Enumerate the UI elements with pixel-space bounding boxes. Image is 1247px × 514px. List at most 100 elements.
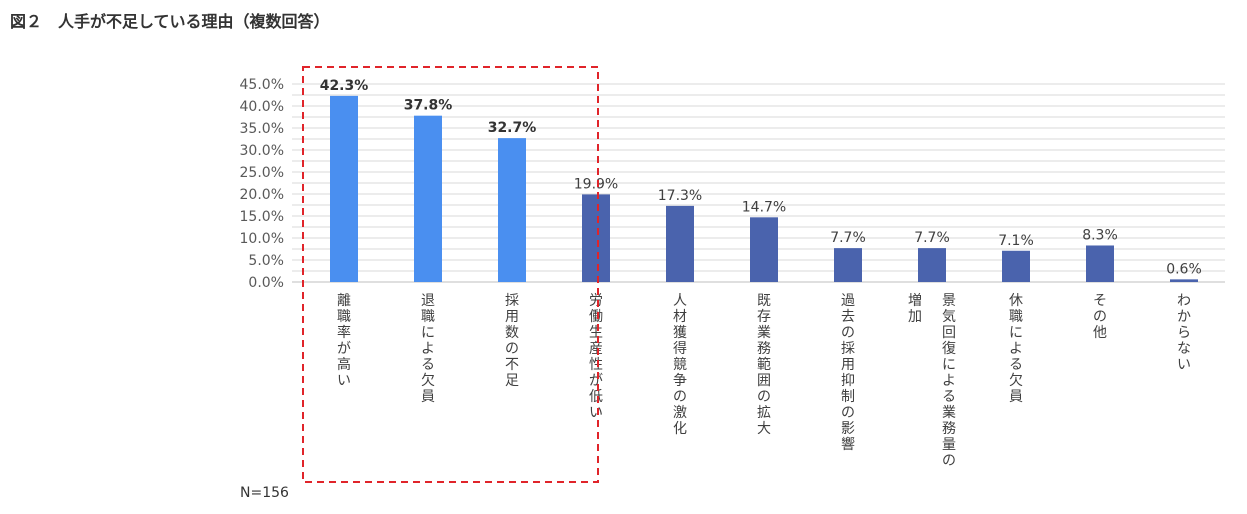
x-label-char: 欠: [1009, 373, 1023, 389]
x-label-char: に: [421, 325, 435, 341]
data-label: 14.7%: [742, 199, 786, 215]
x-label-char: わ: [1177, 293, 1191, 309]
x-label-char: の: [673, 389, 687, 405]
x-label-char: い: [337, 373, 351, 389]
x-category-label: その他: [1093, 293, 1107, 341]
x-label-char: る: [942, 389, 956, 405]
x-label-char: の: [757, 389, 771, 405]
x-label-char: 獲: [673, 325, 687, 341]
x-label-char: 欠: [421, 373, 435, 389]
x-label-char: 労: [589, 293, 603, 309]
x-label-char: 働: [589, 309, 603, 325]
x-label-char: な: [1177, 341, 1191, 357]
x-label-char: 拡: [757, 405, 771, 421]
x-label-char: 存: [757, 309, 771, 325]
x-label-char: よ: [421, 341, 435, 357]
y-tick-label: 40.0%: [240, 99, 284, 115]
x-label-char: 産: [589, 341, 603, 357]
data-label: 7.7%: [914, 230, 950, 246]
x-label-char: か: [1177, 309, 1191, 325]
x-label-char: の: [841, 325, 855, 341]
x-label-char: 抑: [841, 373, 855, 389]
x-label-char: 大: [757, 421, 771, 437]
x-label-char: 数: [505, 325, 519, 341]
x-label-char: 範: [757, 356, 771, 373]
x-label-char: 低: [589, 389, 603, 405]
x-label-char: 不: [505, 357, 519, 373]
x-label-char: 性: [589, 357, 603, 373]
x-label-char: る: [421, 357, 435, 373]
x-label-char: 職: [421, 309, 435, 325]
data-label: 17.3%: [658, 188, 702, 204]
x-label-char: 務: [757, 341, 771, 357]
y-tick-label: 20.0%: [240, 187, 284, 203]
x-label-char: 人: [673, 293, 687, 309]
x-label-char: 率: [337, 324, 351, 341]
y-tick-label: 35.0%: [240, 121, 284, 137]
x-label-char: 気: [942, 309, 956, 325]
bar-1: [330, 95, 358, 282]
bars: [330, 95, 1198, 283]
x-label-char: の: [505, 341, 519, 357]
data-label: 7.7%: [830, 230, 866, 246]
x-label-char: 用: [841, 357, 855, 373]
x-label-char: 職: [1009, 309, 1023, 325]
bar-3: [498, 138, 526, 282]
y-tick-label: 10.0%: [240, 231, 284, 247]
x-label-char: 争: [673, 373, 687, 389]
y-tick-label: 25.0%: [240, 165, 284, 181]
x-label-char: 激: [673, 404, 687, 421]
x-label-char: 採: [505, 293, 519, 309]
x-label-char: に: [942, 357, 956, 373]
x-label-char: 員: [1009, 389, 1023, 405]
y-axis-ticks: 0.0% 5.0% 10.0% 15.0% 20.0% 25.0% 30.0% 35.0% 40…: [240, 77, 284, 291]
bar-8: [918, 248, 946, 282]
x-label-char: が: [589, 373, 603, 389]
x-label-char: る: [1009, 357, 1023, 373]
bar-4: [582, 194, 610, 282]
x-label-char: い: [589, 405, 603, 421]
x-label-char: 高: [337, 356, 351, 373]
bar-2: [414, 115, 442, 283]
x-label-char: 職: [337, 309, 351, 325]
bar-7: [834, 248, 862, 282]
x-label-char: 員: [421, 389, 435, 405]
bar-11: [1170, 279, 1198, 282]
x-label-char: そ: [1093, 293, 1107, 309]
x-label-char: 復: [942, 340, 956, 357]
bar-5: [666, 205, 694, 282]
x-label-char: 制: [841, 389, 855, 405]
x-label-char: 足: [505, 373, 519, 389]
x-label-char: 増: [908, 293, 922, 309]
x-label-char: 化: [673, 421, 687, 437]
x-label-char: 影: [841, 421, 855, 437]
y-tick-label: 45.0%: [240, 77, 284, 93]
x-label-char: 材: [673, 309, 687, 325]
y-tick-label: 30.0%: [240, 143, 284, 159]
x-label-char: 量: [942, 437, 956, 453]
y-tick-label: 5.0%: [248, 253, 284, 269]
x-label-char: 回: [942, 325, 956, 341]
x-label-char: の: [1093, 309, 1107, 325]
x-label-char: 過: [841, 293, 855, 309]
x-label-char: 加: [908, 309, 922, 325]
x-label-char: 休: [1009, 293, 1023, 309]
bar-10: [1086, 245, 1114, 282]
bar-6: [750, 217, 778, 282]
x-label-char: 務: [942, 421, 956, 437]
x-label-char: ら: [1177, 325, 1191, 341]
x-label-char: 競: [673, 357, 687, 373]
x-label-char: 採: [841, 341, 855, 357]
data-label: 19.9%: [574, 176, 618, 192]
x-label-char: よ: [942, 373, 956, 389]
x-label-char: 去: [841, 309, 855, 325]
